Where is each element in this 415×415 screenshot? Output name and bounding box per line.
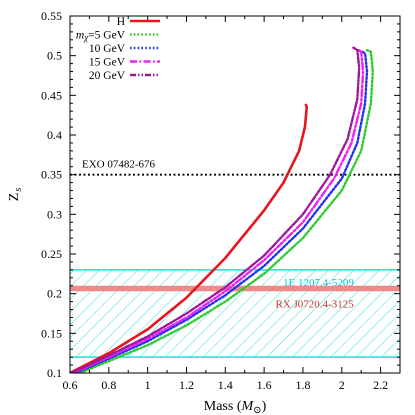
y-tick-label: 0.5 [47, 49, 62, 63]
reference-lines-layer: EXO 07482-676 [70, 159, 400, 176]
series-line-4 [70, 46, 361, 373]
band-label-rx-j0720: RX J0720.4-3125 [275, 298, 354, 310]
series-line-3 [70, 48, 365, 373]
y-tick-label: 0.15 [41, 326, 62, 340]
annotations-layer: 1E 1207.4-5209 RX J0720.4-3125 [275, 277, 354, 310]
legend-label-0: H [117, 16, 125, 28]
y-tick-label: 0.35 [41, 168, 62, 182]
legend-label-3: 15 GeV [89, 57, 126, 69]
y-tick-label: 0.45 [41, 88, 62, 102]
y-tick-label: 0.55 [41, 9, 62, 23]
x-tick-label: 2.2 [373, 378, 388, 392]
legend-label-4: 20 GeV [89, 70, 126, 82]
x-tick-label: 1.6 [257, 378, 272, 392]
x-tick-label: 2 [339, 378, 345, 392]
y-tick-label: 0.3 [47, 207, 62, 221]
series-line-2 [72, 49, 369, 373]
y-tick-label: 0.25 [41, 247, 62, 261]
reference-label-exo: EXO 07482-676 [82, 159, 156, 171]
x-tick-label: 1.4 [218, 378, 233, 392]
y-tick-label: 0.2 [47, 287, 62, 301]
x-tick-label: 0.6 [63, 378, 78, 392]
y-tick-label: 0.1 [47, 366, 62, 380]
legend-label-1: mχ=5 GeV [76, 30, 126, 43]
x-axis-title: Mass (M⊙) [204, 399, 267, 415]
x-tick-label: 1.8 [295, 378, 310, 392]
y-axis-title: Zs [7, 188, 24, 202]
band-label-1e-1207: 1E 1207.4-5209 [283, 277, 354, 289]
x-tick-label: 0.8 [101, 378, 116, 392]
x-tick-label: 1 [145, 378, 151, 392]
ticks-layer: 0.6 0.8 1 1.2 1.4 1.6 1.8 2 2.2 0.1 0.15 0.2 0.25 0.3… [41, 9, 401, 392]
series-line-1 [76, 48, 374, 373]
y-tick-label: 0.4 [47, 128, 62, 142]
x-tick-label: 1.2 [179, 378, 194, 392]
series-layer [70, 46, 374, 373]
legend-label-2: 10 GeV [89, 43, 126, 55]
plot-frame [69, 15, 401, 374]
series-line-0 [70, 103, 309, 373]
